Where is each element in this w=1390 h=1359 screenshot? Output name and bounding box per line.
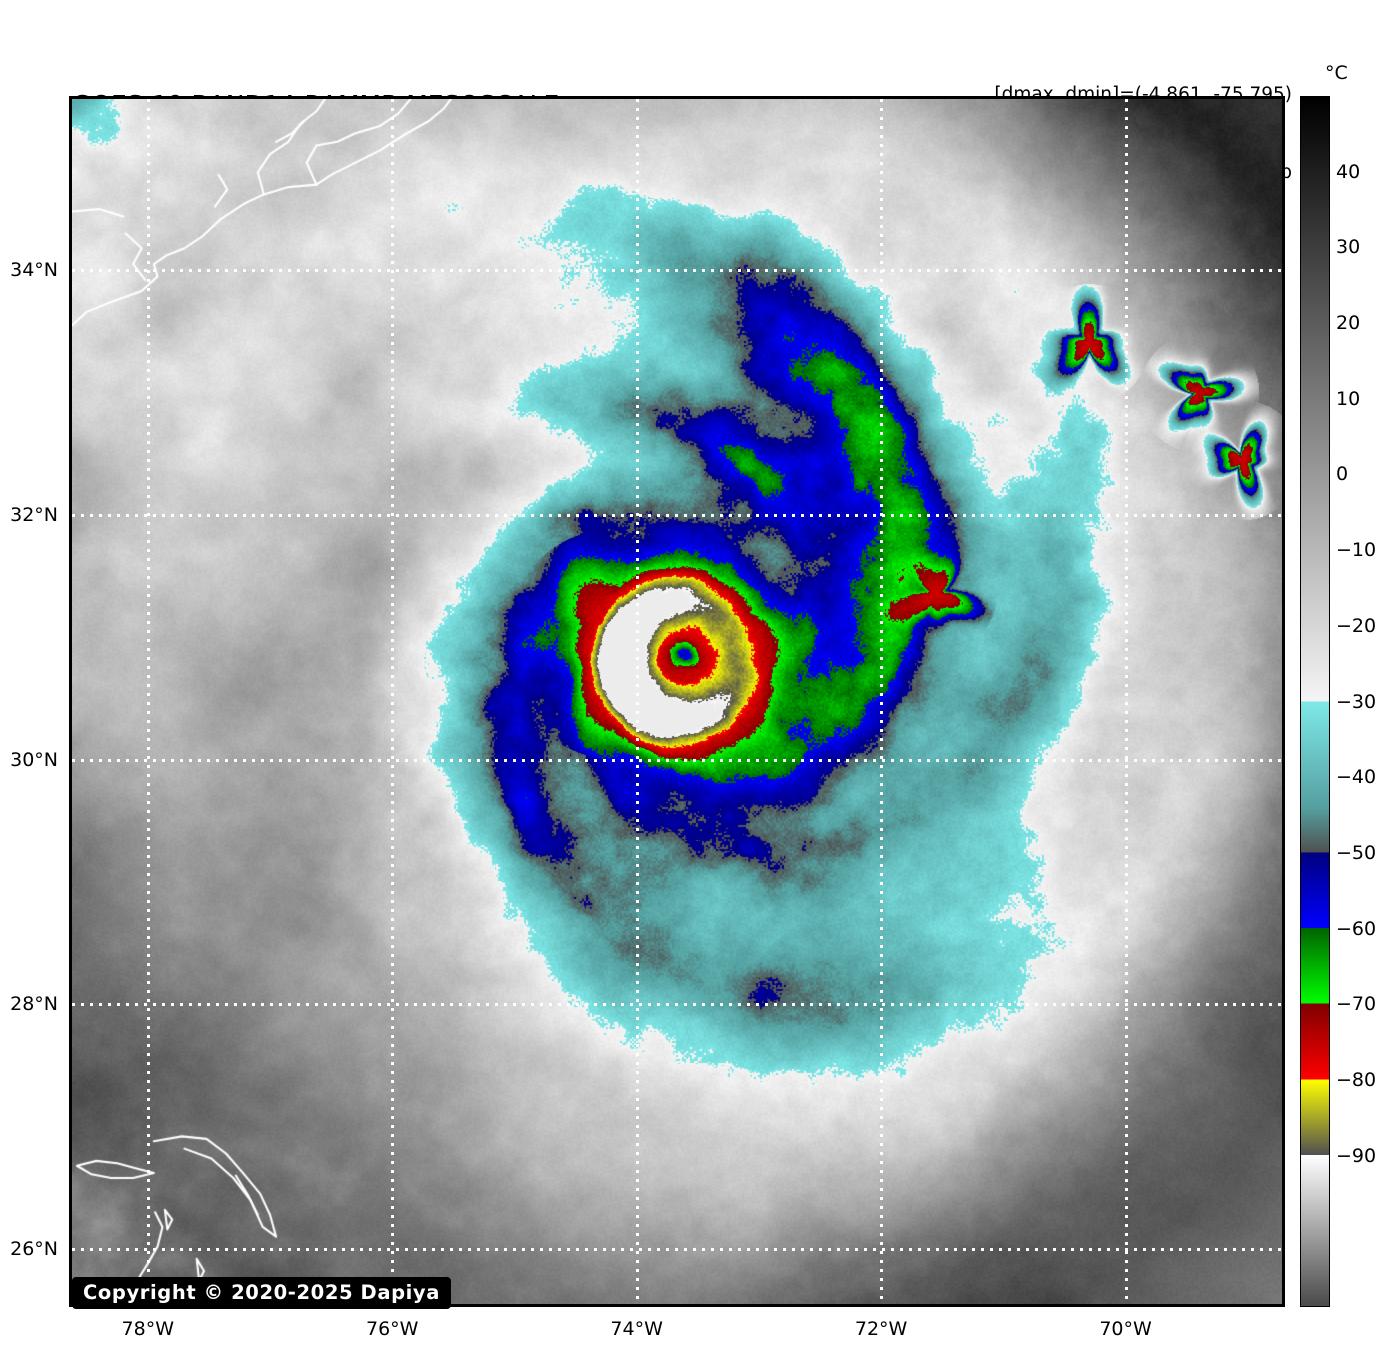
x-tick-label: 72°W [854,1318,908,1340]
x-tick-label: 76°W [365,1318,419,1340]
copyright-banner: Copyright © 2020-2025 Dapiya [72,1277,452,1309]
colorbar-tick-label: −90 [1336,1144,1377,1167]
x-tick-label: 78°W [121,1318,174,1340]
x-tick-label: 74°W [610,1318,663,1340]
colorbar[interactable]: 40 30 20 10 0 −10 −20 −30 −40 −50 −60 −70 −80 −90 [1300,96,1376,1307]
y-tick-label: 26°N [10,1237,58,1260]
y-tick-label: 28°N [10,993,58,1016]
y-tick-label: 32°N [10,503,58,526]
colorbar-tick-label: 30 [1336,236,1361,259]
colorbar-tick-label: −70 [1336,993,1377,1016]
colorbar-unit-label: °C [1325,62,1348,84]
y-tick-label: 30°N [10,748,58,771]
colorbar-tick-label: 10 [1336,387,1361,410]
colorbar-tick-label: 0 [1336,463,1349,486]
colorbar-tick-label: −80 [1336,1068,1377,1091]
colorbar-tick-label: −40 [1336,766,1377,789]
colorbar-tick-label: 20 [1336,312,1361,335]
y-tick-label: 34°N [10,259,58,282]
colorbar-tick-label: −30 [1336,690,1377,713]
colorbar-tick-label: −60 [1336,917,1377,940]
satellite-imagery-canvas [72,99,1282,1304]
x-tick-label: 70°W [1099,1318,1152,1340]
colorbar-tick-label: 40 [1336,160,1361,183]
satellite-image-plot[interactable] [69,96,1285,1307]
colorbar-tick-label: −10 [1336,539,1377,562]
colorbar-tick-label: −20 [1336,614,1377,637]
colorbar-tick-label: −50 [1336,841,1377,864]
colorbar-gradient [1300,96,1330,1307]
